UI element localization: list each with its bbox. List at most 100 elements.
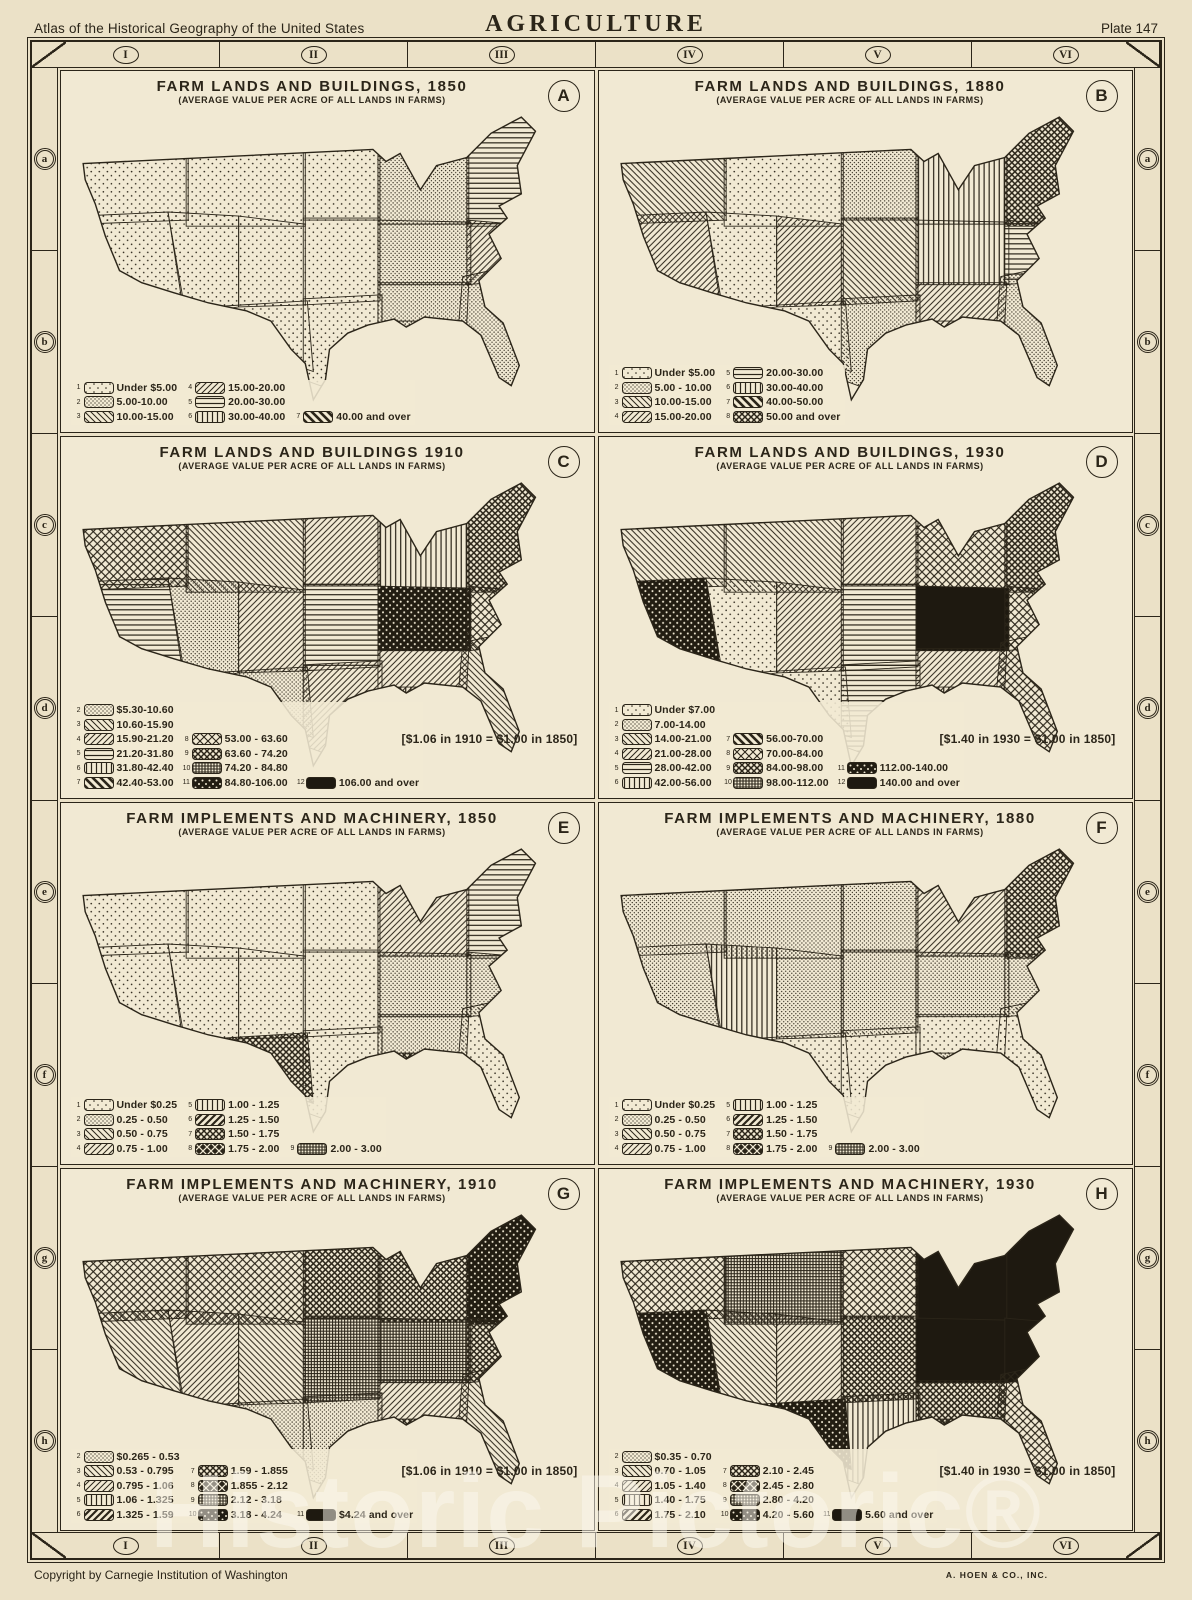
legend-label: Under $5.00 <box>116 381 178 394</box>
legend-class-number: 6 <box>726 384 731 391</box>
legend-label: 15.00-20.00 <box>228 381 286 394</box>
legend-class-number: 2 <box>76 1116 81 1123</box>
legend-label: 98.00-112.00 <box>766 776 829 789</box>
region-louisiana <box>933 320 969 358</box>
grid-band-left: a b c d e f g h <box>32 68 58 1532</box>
panel-subtitle: (AVERAGE VALUE PER ACRE OF ALL LANDS IN … <box>178 1192 446 1203</box>
legend-label: 1.855 - 2.12 <box>230 1479 288 1492</box>
legend-class-number: 8 <box>188 1145 193 1152</box>
legend-item: 8 50.00 and over <box>724 410 841 423</box>
legend-class-number: 4 <box>614 750 619 757</box>
grid-column-label: V <box>864 45 891 64</box>
legend-item: 3 10.60-15.90 <box>75 718 174 731</box>
legend-swatch-horiz <box>83 747 114 760</box>
legend-item: 3 10.00-15.00 <box>613 396 716 408</box>
legend-label: Under $0.25 <box>116 1099 178 1111</box>
region-northeast <box>465 116 535 227</box>
legend-class-number: 7 <box>726 1130 731 1138</box>
legend-swatch-diagNW <box>621 1465 652 1477</box>
legend: 1 Under $5.00 2 5.00-10.00 3 10.00-15.00 4 15.0… <box>70 379 415 425</box>
legend-column: 11 $4.24 and over <box>297 1508 413 1521</box>
panel-h: FARM IMPLEMENTS AND MACHINERY, 1930 (AVER… <box>597 1167 1133 1531</box>
legend-label: 30.00-40.00 <box>228 410 286 423</box>
legend-swatch-solid <box>305 1508 336 1521</box>
legend-class-number: 6 <box>614 1511 619 1518</box>
panel-title: FARM LANDS AND BUILDINGS 1910 <box>159 443 465 461</box>
legend-class-number: 5 <box>726 1101 731 1109</box>
legend-class-number: 4 <box>76 1145 81 1152</box>
legend-swatch-vert <box>195 1099 226 1111</box>
legend-swatch-stipple <box>83 704 114 716</box>
legend-conversion-note: [$1.40 in 1930 = $1.00 in 1850] <box>939 731 1116 746</box>
legend-label: 2.00 - 3.00 <box>868 1142 920 1155</box>
legend-class-number: 2 <box>614 1453 619 1460</box>
legend-label: 1.00 - 1.25 <box>228 1099 280 1111</box>
legend-swatch-solid <box>846 776 877 789</box>
grid-row-label: d <box>1136 696 1159 720</box>
legend-item: 8 2.45 - 2.80 <box>721 1479 815 1492</box>
legend-item: 4 0.75 - 1.00 <box>75 1142 178 1155</box>
panel-f: FARM IMPLEMENTS AND MACHINERY, 1880 (AVER… <box>597 801 1133 1165</box>
legend-swatch-heavyDiag <box>303 410 334 423</box>
map-panels-grid: FARM LANDS AND BUILDINGS, 1850 (AVERAGE V… <box>58 68 1134 1532</box>
legend-column: 1 Under $7.00 2 7.00-14.00 3 14.00-21.00 4 21.0… <box>613 704 716 789</box>
legend-item: 3 0.50 - 0.75 <box>613 1128 716 1140</box>
legend-class-number: 3 <box>76 1467 81 1475</box>
legend-class-number: 5 <box>726 369 731 377</box>
legend-swatch-gridPat <box>191 762 222 774</box>
panel-subtitle: (AVERAGE VALUE PER ACRE OF ALL LANDS IN … <box>716 460 984 471</box>
legend-column: 7 2.10 - 2.45 8 2.45 - 2.80 9 2.80 - 4.20 10 4.… <box>721 1465 814 1521</box>
legend-swatch-vert <box>733 1099 764 1111</box>
legend-swatch-heavyDiag <box>733 396 764 408</box>
grid-column-cell: VI <box>972 42 1160 67</box>
legend-class-number: 11 <box>837 764 845 772</box>
legend-label: 1.40 - 1.75 <box>654 1494 706 1506</box>
legend-label: 10.00-15.00 <box>654 396 712 408</box>
grid-row-label: c <box>33 513 56 537</box>
region-southcentral <box>915 281 1007 360</box>
panel-letter-badge: B <box>1085 79 1118 112</box>
legend-class-number: 6 <box>76 1511 81 1518</box>
legend-swatch-diagNW <box>621 1128 652 1140</box>
legend-item: 5 1.00 - 1.25 <box>186 1099 279 1111</box>
legend-label: 0.795 - 1.06 <box>116 1479 174 1492</box>
grid-column-cell: I <box>32 1533 220 1558</box>
legend-swatch-dots <box>621 1099 652 1111</box>
legend-class-number: 10 <box>182 764 191 772</box>
legend-label: 5.00 - 10.00 <box>654 381 712 394</box>
legend-swatch-vert <box>621 1494 652 1506</box>
panel-subtitle: (AVERAGE VALUE PER ACRE OF ALL LANDS IN … <box>178 826 446 837</box>
legend-item: 8 53.00 - 63.60 <box>183 733 288 745</box>
grid-row-label: d <box>33 696 56 720</box>
region-greatbasin <box>166 577 239 682</box>
legend-swatch-diagNE <box>83 1142 114 1155</box>
legend-label: 0.25 - 0.50 <box>116 1113 168 1126</box>
legend-class-number: 9 <box>184 750 189 757</box>
legend-class-number: 5 <box>188 398 193 406</box>
legend-label: 1.50 - 1.75 <box>766 1128 818 1140</box>
region-southwest <box>706 1031 852 1104</box>
legend-item: 6 31.80-42.40 <box>75 762 174 774</box>
legend-label: 140.00 and over <box>879 776 960 789</box>
legend-class-number: 2 <box>614 1116 619 1123</box>
panel-b: FARM LANDS AND BUILDINGS, 1880 (AVERAGE V… <box>597 69 1133 433</box>
legend-item: 9 2.80 - 4.20 <box>721 1494 814 1506</box>
legend-swatch-diagNE <box>621 1479 652 1492</box>
grid-band-right: a b c d e f g h <box>1134 68 1160 1532</box>
legend-item: 2 5.00-10.00 <box>75 396 178 408</box>
region-rockies <box>237 581 306 673</box>
legend-label: 2.45 - 2.80 <box>762 1479 815 1492</box>
legend-label: 1.75 - 2.00 <box>228 1142 280 1155</box>
legend-class-number: 6 <box>614 779 619 786</box>
legend-label: Under $5.00 <box>654 367 716 379</box>
legend-label: 0.75 - 1.00 <box>116 1142 168 1155</box>
legend-class-number: 12 <box>837 779 846 786</box>
region-dakotas <box>840 146 918 221</box>
legend-label: 30.00-40.00 <box>766 381 824 394</box>
legend-class-number: 5 <box>76 750 81 757</box>
legend-label: 50.00 and over <box>766 410 841 423</box>
legend-item: 8 1.75 - 2.00 <box>724 1142 817 1155</box>
legend-item: 9 2.00 - 3.00 <box>288 1142 382 1155</box>
legend-class-number: 6 <box>726 1116 731 1123</box>
panel-letter-badge: D <box>1085 445 1118 478</box>
